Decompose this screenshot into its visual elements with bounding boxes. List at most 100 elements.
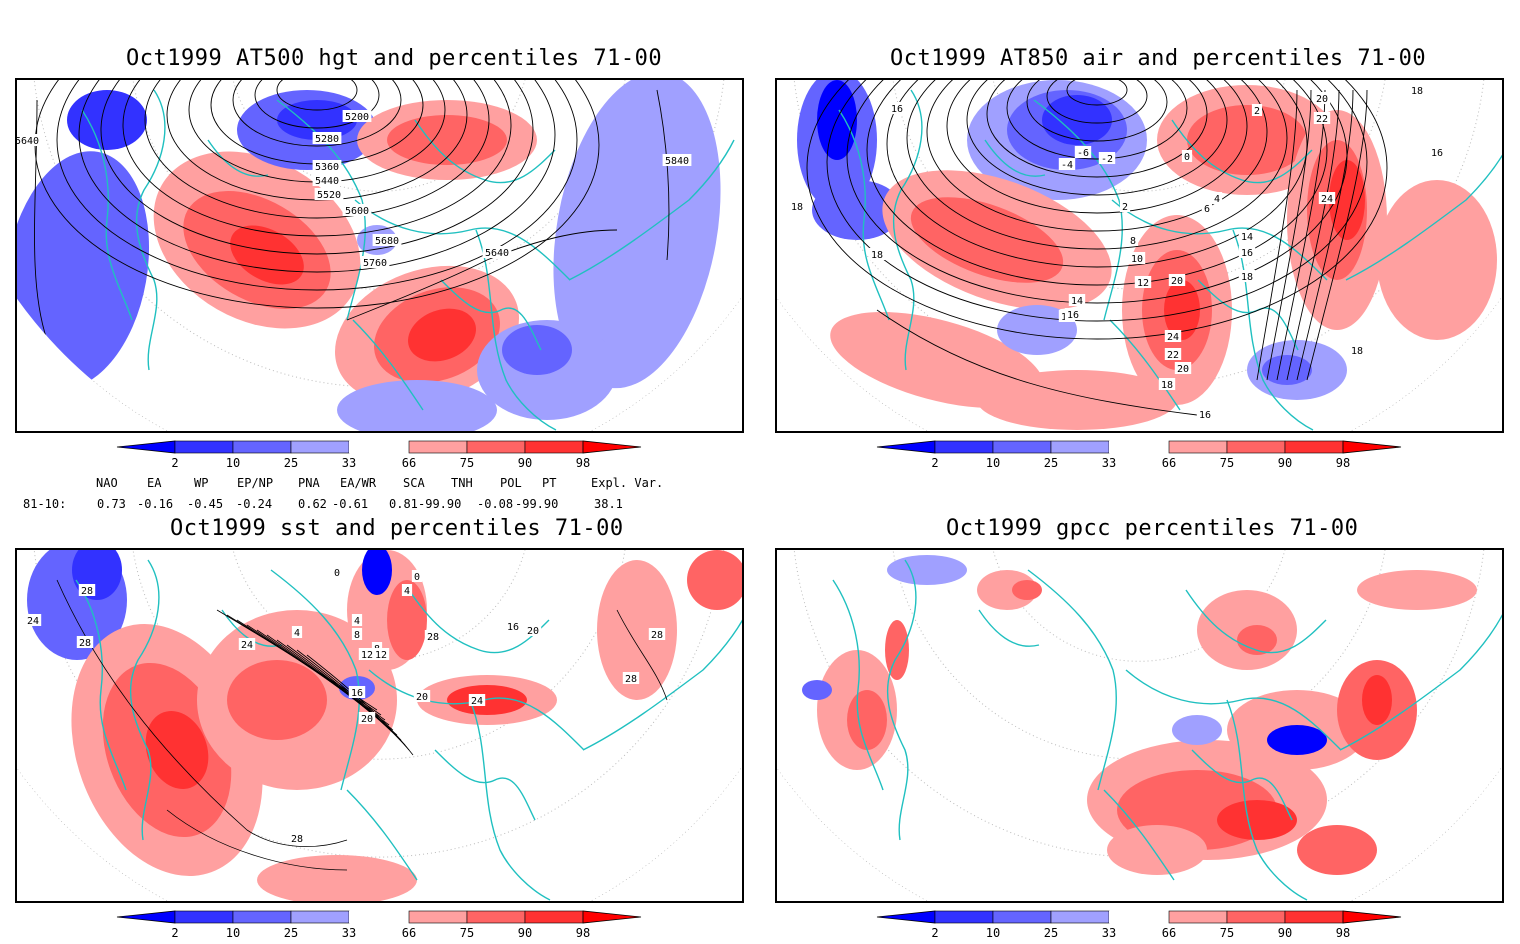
contour-label: 5440 bbox=[312, 174, 342, 187]
contour-line bbox=[144, 80, 490, 219]
anomaly-shade bbox=[977, 370, 1177, 430]
contour-label: 16 bbox=[1064, 308, 1082, 321]
contour-label: 24 bbox=[468, 694, 486, 707]
svg-text:24: 24 bbox=[241, 640, 253, 651]
colorbar-arrow-high bbox=[1342, 440, 1402, 454]
map-sst: 282428004448812122416202024162028282828 bbox=[15, 548, 744, 903]
colorbar-tick-label: 75 bbox=[1220, 456, 1234, 470]
projection-mask bbox=[17, 80, 742, 431]
svg-text:28: 28 bbox=[79, 638, 91, 649]
contour-label: 20 bbox=[524, 624, 542, 637]
colorbar-segment bbox=[232, 910, 292, 924]
svg-text:5200: 5200 bbox=[345, 112, 369, 123]
colorbar-tick-label: 98 bbox=[576, 926, 590, 940]
colorbar-segment bbox=[1109, 911, 1169, 923]
svg-text:5520: 5520 bbox=[317, 190, 341, 201]
stats-header-nao: NAO bbox=[96, 476, 118, 490]
anomaly-shade bbox=[1262, 355, 1312, 385]
anomaly-shade bbox=[1377, 180, 1497, 340]
contour-label: 20 bbox=[1168, 274, 1186, 287]
stats-value-epnp: -0.24 bbox=[236, 497, 273, 511]
svg-text:18: 18 bbox=[1241, 272, 1253, 283]
svg-text:0: 0 bbox=[334, 568, 340, 579]
contour-line bbox=[100, 80, 534, 255]
contour-line bbox=[1306, 89, 1368, 381]
stats-header-pna: PNA bbox=[298, 476, 320, 490]
svg-text:28: 28 bbox=[651, 630, 663, 641]
colorbar-tick-label: 90 bbox=[1278, 926, 1292, 940]
colorbar-tick-label: 10 bbox=[226, 456, 240, 470]
svg-text:18: 18 bbox=[791, 202, 803, 213]
contour-label: 5520 bbox=[314, 188, 344, 201]
colorbar-tick-label: 2 bbox=[171, 456, 178, 470]
colorbar-tick-label: 98 bbox=[576, 456, 590, 470]
colorbar-segment bbox=[290, 910, 350, 924]
svg-text:5840: 5840 bbox=[665, 156, 689, 167]
colorbar-segment bbox=[524, 440, 584, 454]
colorbar-segment bbox=[232, 440, 292, 454]
colorbar-segment bbox=[408, 910, 468, 924]
colorbar-tick-label: 10 bbox=[986, 456, 1000, 470]
anomaly-shade bbox=[277, 100, 357, 140]
colorbar-segment bbox=[524, 910, 584, 924]
contour-label: 5640 bbox=[482, 246, 512, 259]
teleconnection-stats: NAO EA WP EP/NP PNA EA/WR SCA TNH POL PT… bbox=[0, 476, 700, 516]
svg-text:16: 16 bbox=[1067, 310, 1079, 321]
colorbar-arrow-low bbox=[116, 910, 176, 924]
precip-anomaly bbox=[1217, 800, 1297, 840]
anomaly-shade bbox=[67, 90, 147, 150]
svg-text:14: 14 bbox=[1071, 296, 1083, 307]
colorbar-segment bbox=[349, 911, 409, 923]
colorbar-tick-label: 90 bbox=[518, 926, 532, 940]
contour-line bbox=[306, 654, 414, 756]
contour-label: 16 bbox=[1428, 146, 1446, 159]
precip-anomaly bbox=[1012, 580, 1042, 600]
stats-value-pt: -99.90 bbox=[515, 497, 559, 511]
contour-line bbox=[616, 609, 668, 701]
colorbar-segment bbox=[1284, 440, 1344, 454]
colorbar-tick-label: 66 bbox=[402, 456, 416, 470]
contour-line bbox=[296, 649, 410, 751]
svg-text:16: 16 bbox=[891, 104, 903, 115]
contour-line bbox=[656, 89, 670, 261]
contour-label: 28 bbox=[622, 672, 640, 685]
colorbar-tick-label: 98 bbox=[1336, 926, 1350, 940]
colorbar-tick-label: 33 bbox=[342, 456, 356, 470]
colorbar-arrow-high bbox=[582, 910, 642, 924]
svg-text:-2: -2 bbox=[1101, 154, 1113, 165]
contour-label: 8 bbox=[351, 628, 363, 641]
contour-label: -4 bbox=[1058, 158, 1076, 171]
precip-anomaly bbox=[847, 690, 887, 750]
svg-text:5280: 5280 bbox=[315, 134, 339, 145]
contour-line bbox=[1066, 80, 1128, 106]
colorbar-segment bbox=[408, 440, 468, 454]
svg-text:20: 20 bbox=[527, 626, 539, 637]
colorbar-tick-label: 66 bbox=[1162, 926, 1176, 940]
colorbar-segment bbox=[1050, 440, 1110, 454]
colorbar-segment bbox=[934, 910, 994, 924]
svg-text:8: 8 bbox=[354, 630, 360, 641]
projection-mask bbox=[17, 550, 742, 901]
contour-label: 14 bbox=[1238, 230, 1256, 243]
svg-text:16: 16 bbox=[1199, 410, 1211, 421]
colorbar-tick-label: 75 bbox=[460, 456, 474, 470]
colorbar-segment bbox=[1050, 910, 1110, 924]
precip-anomaly bbox=[1172, 715, 1222, 745]
contour-label: 16 bbox=[504, 620, 522, 633]
contour-label: -6 bbox=[1074, 146, 1092, 159]
colorbar-segment bbox=[1168, 440, 1228, 454]
anomaly-shade bbox=[597, 560, 677, 700]
contour-label: 5200 bbox=[342, 110, 372, 123]
contour-label: 5680 bbox=[372, 234, 402, 247]
contour-label: 20 bbox=[358, 712, 376, 725]
contour-label: 14 bbox=[1068, 294, 1086, 307]
anomaly-shade bbox=[387, 580, 427, 660]
precip-anomaly bbox=[977, 570, 1037, 610]
contour-line bbox=[1256, 89, 1298, 381]
stats-value-explvar: 38.1 bbox=[594, 497, 623, 511]
anomaly-shade bbox=[910, 197, 1064, 283]
anomaly-shade bbox=[812, 180, 902, 240]
svg-text:2: 2 bbox=[1122, 202, 1128, 213]
contour-label: 4 bbox=[401, 584, 413, 597]
stats-header-ea: EA bbox=[147, 476, 162, 490]
